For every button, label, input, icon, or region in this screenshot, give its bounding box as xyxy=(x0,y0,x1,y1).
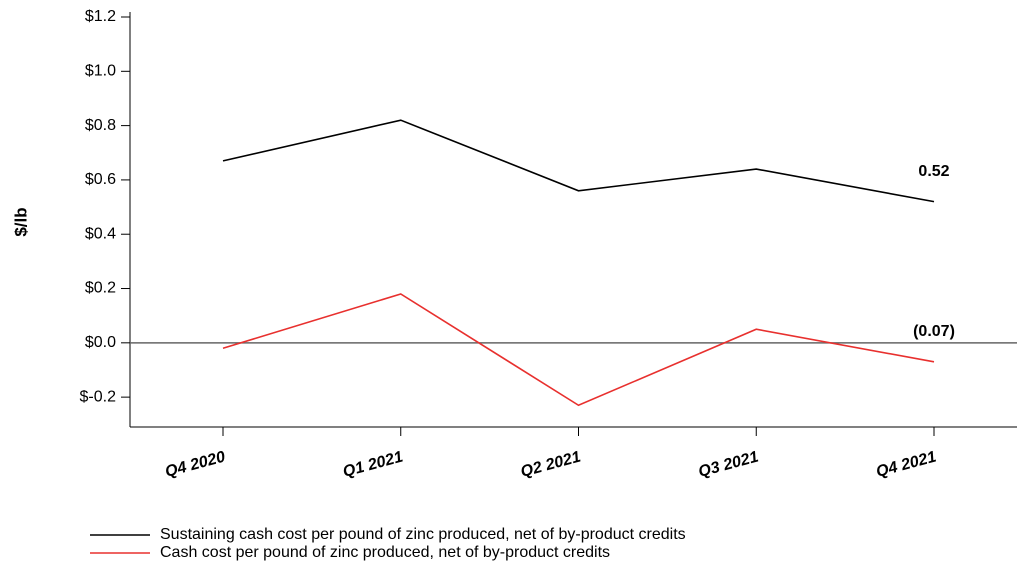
x-tick-label: Q4 2020 xyxy=(163,448,227,480)
y-tick-label: $0.8 xyxy=(85,117,116,134)
y-tick-label: $0.6 xyxy=(85,171,116,188)
series-line xyxy=(222,293,935,407)
y-tick-label: $1.2 xyxy=(85,8,116,25)
y-tick-label: $0.4 xyxy=(85,225,116,242)
x-tick-label: Q4 2021 xyxy=(874,448,938,480)
value-label: (0.07) xyxy=(913,323,955,340)
series-line xyxy=(222,119,935,203)
x-tick-label: Q3 2021 xyxy=(697,448,761,480)
legend-label: Cash cost per pound of zinc produced, ne… xyxy=(160,544,610,561)
y-tick-label: $0.0 xyxy=(85,334,116,351)
y-tick-label: $1.0 xyxy=(85,63,116,80)
x-tick-label: Q1 2021 xyxy=(341,448,405,480)
legend-label: Sustaining cash cost per pound of zinc p… xyxy=(160,526,686,543)
y-axis-label: $/lb xyxy=(11,207,30,236)
y-tick-label: $-0.2 xyxy=(80,388,117,405)
x-tick-label: Q2 2021 xyxy=(519,448,583,480)
y-tick-label: $0.2 xyxy=(85,280,116,297)
value-label: 0.52 xyxy=(918,163,949,180)
